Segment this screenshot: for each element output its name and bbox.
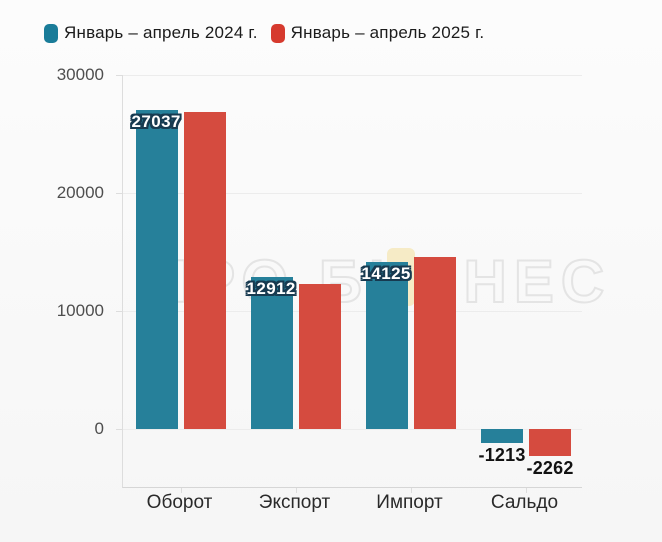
y-tick-mark-20000: [116, 193, 123, 194]
y-tick-label-30000: 30000: [56, 65, 104, 84]
x-tick-mark-import: [410, 488, 412, 493]
bar-balance-2024: [480, 429, 523, 444]
x-label-balance: Сальдо: [490, 492, 559, 513]
legend-item-2025: Январь – апрель 2025 г.: [270, 23, 485, 43]
bar-value-import-2024: 14125: [361, 264, 411, 284]
y-tick-mark-0: [116, 429, 123, 430]
y-tick-mark-30000: [116, 75, 123, 76]
legend: Январь – апрель 2024 г. Январь – апрель …: [44, 23, 484, 43]
gridline-10000: [123, 311, 582, 312]
x-label-export: Экспорт: [258, 492, 331, 513]
bar-import-2025: [413, 257, 456, 429]
x-tick-mark-export: [295, 488, 297, 493]
x-label-import: Импорт: [376, 492, 443, 513]
gridline-30000: [123, 75, 582, 76]
x-tick-mark-balance: [525, 488, 527, 493]
bar-value-turnover-2024: 27037: [131, 111, 181, 131]
gridline-0: [123, 429, 582, 430]
legend-marker-2025-icon: [270, 23, 285, 43]
y-tick-mark-10000: [116, 311, 123, 312]
bar-export-2024: [250, 276, 293, 429]
bar-value-balance-2025: -2262: [526, 457, 574, 478]
y-tick-label-20000: 20000: [56, 183, 104, 202]
legend-marker-2024-icon: [44, 23, 58, 43]
legend-item-2024: Январь – апрель 2024 г.: [44, 23, 258, 43]
y-tick-label-10000: 10000: [56, 301, 104, 320]
y-tick-label-0: 0: [94, 419, 104, 438]
x-tick-mark-turnover: [180, 488, 182, 493]
x-label-turnover: Оборот: [146, 492, 213, 513]
y-axis-labels: 0 10000 20000 30000: [0, 65, 112, 488]
legend-label-2024: Январь – апрель 2024 г.: [64, 23, 258, 42]
gridline-20000: [123, 193, 582, 194]
bar-value-export-2024: 12912: [246, 278, 296, 298]
bar-turnover-2025: [183, 112, 226, 429]
bar-balance-2025: [528, 429, 571, 456]
bar-export-2025: [298, 283, 341, 429]
x-axis-labels: Оборот Экспорт Импорт Сальдо: [122, 492, 582, 520]
bar-import-2024: [365, 262, 408, 429]
bar-turnover-2024: [135, 109, 178, 429]
legend-label-2025: Январь – апрель 2025 г.: [290, 23, 485, 42]
bar-value-balance-2024: -1213: [478, 445, 526, 466]
